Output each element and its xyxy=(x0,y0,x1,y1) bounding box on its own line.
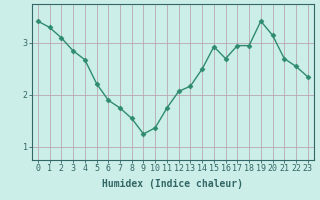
X-axis label: Humidex (Indice chaleur): Humidex (Indice chaleur) xyxy=(102,179,243,189)
